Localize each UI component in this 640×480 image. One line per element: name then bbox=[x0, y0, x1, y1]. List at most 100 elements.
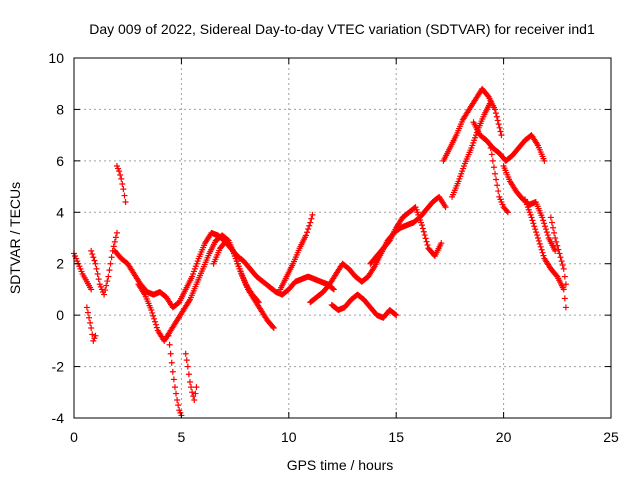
data-point bbox=[87, 319, 94, 326]
y-tick-label: 4 bbox=[56, 204, 64, 220]
data-point bbox=[184, 363, 191, 370]
data-point bbox=[94, 271, 101, 277]
data-point bbox=[548, 219, 555, 226]
data-point bbox=[117, 172, 124, 178]
data-point bbox=[551, 229, 558, 236]
data-point bbox=[183, 357, 190, 364]
x-tick-label: 15 bbox=[388, 429, 404, 445]
data-point bbox=[492, 170, 499, 177]
data-point bbox=[547, 214, 554, 221]
data-point bbox=[174, 397, 181, 403]
data-point bbox=[106, 267, 113, 274]
data-point bbox=[122, 199, 129, 205]
data-point bbox=[495, 121, 502, 128]
data-point bbox=[192, 390, 199, 397]
data-point bbox=[110, 243, 117, 250]
data-point bbox=[420, 228, 427, 235]
data-point bbox=[497, 128, 504, 135]
y-tick-label: -2 bbox=[52, 359, 65, 375]
data-point bbox=[83, 304, 90, 311]
x-tick-label: 5 bbox=[178, 429, 186, 445]
data-point bbox=[498, 132, 505, 139]
data-point bbox=[92, 260, 99, 267]
data-point bbox=[88, 286, 95, 293]
y-tick-labels: -4 -2 0 2 4 6 8 10 bbox=[48, 50, 64, 426]
grid-lines bbox=[74, 58, 611, 418]
data-point bbox=[538, 246, 545, 253]
x-axis-label: GPS time / hours bbox=[287, 457, 394, 473]
data-point bbox=[113, 229, 120, 236]
x-tick-labels: 0 5 10 15 20 25 bbox=[70, 429, 619, 445]
data-point bbox=[121, 192, 128, 199]
data-point bbox=[555, 246, 562, 253]
data-point bbox=[558, 258, 565, 265]
data-point bbox=[191, 397, 198, 403]
data-point bbox=[533, 229, 540, 236]
data-point bbox=[305, 226, 312, 232]
data-point bbox=[308, 215, 315, 222]
y-tick-label: 6 bbox=[56, 153, 64, 169]
data-point bbox=[541, 220, 548, 227]
data-point bbox=[304, 229, 311, 236]
data-point bbox=[543, 229, 550, 236]
data-point bbox=[532, 226, 539, 233]
data-point bbox=[149, 309, 156, 316]
data-point bbox=[504, 209, 511, 216]
data-point bbox=[561, 273, 568, 280]
data-point bbox=[422, 235, 429, 242]
chart-title: Day 009 of 2022, Sidereal Day-to-day VTE… bbox=[89, 21, 595, 37]
data-point bbox=[488, 151, 495, 158]
y-tick-label: 0 bbox=[56, 307, 64, 323]
data-point bbox=[542, 223, 549, 230]
data-point bbox=[540, 252, 547, 259]
data-point bbox=[489, 157, 496, 164]
data-point bbox=[175, 402, 182, 409]
data-point bbox=[492, 110, 499, 117]
data-point bbox=[306, 222, 313, 229]
data-point bbox=[104, 278, 111, 285]
data-point bbox=[255, 299, 262, 306]
y-axis-label: SDTVAR / TECUs bbox=[7, 182, 23, 294]
data-point bbox=[150, 312, 157, 319]
data-point bbox=[542, 226, 549, 233]
data-point bbox=[560, 286, 567, 293]
data-point bbox=[529, 217, 536, 224]
data-point bbox=[185, 371, 192, 378]
data-point bbox=[102, 287, 109, 294]
data-point bbox=[552, 247, 559, 254]
data-point bbox=[493, 113, 500, 120]
data-point bbox=[269, 323, 276, 330]
data-point bbox=[424, 241, 431, 248]
data-point bbox=[423, 238, 430, 245]
data-point bbox=[88, 325, 95, 331]
data-point bbox=[86, 314, 93, 321]
data-point bbox=[84, 309, 91, 316]
data-point bbox=[392, 311, 399, 318]
data-point bbox=[165, 332, 172, 339]
data-point bbox=[170, 376, 177, 383]
data-point bbox=[188, 384, 195, 391]
data-point bbox=[89, 251, 96, 258]
data-point bbox=[492, 106, 499, 113]
data-point bbox=[560, 265, 567, 272]
data-point bbox=[539, 249, 546, 256]
data-point bbox=[531, 223, 538, 230]
data-point bbox=[118, 175, 125, 182]
data-point bbox=[329, 285, 336, 292]
data-point bbox=[535, 237, 542, 244]
data-point bbox=[119, 181, 126, 187]
data-point bbox=[169, 368, 176, 375]
data-point bbox=[493, 176, 500, 183]
data-point bbox=[171, 384, 178, 391]
data-point bbox=[559, 262, 566, 268]
data-point bbox=[189, 389, 196, 396]
data-point bbox=[151, 315, 158, 322]
data-point bbox=[496, 124, 503, 131]
data-point bbox=[490, 164, 497, 171]
data-point bbox=[442, 204, 449, 211]
data-point bbox=[561, 295, 568, 302]
data-point bbox=[541, 157, 548, 164]
data-point bbox=[89, 331, 96, 338]
data-point bbox=[152, 318, 159, 325]
